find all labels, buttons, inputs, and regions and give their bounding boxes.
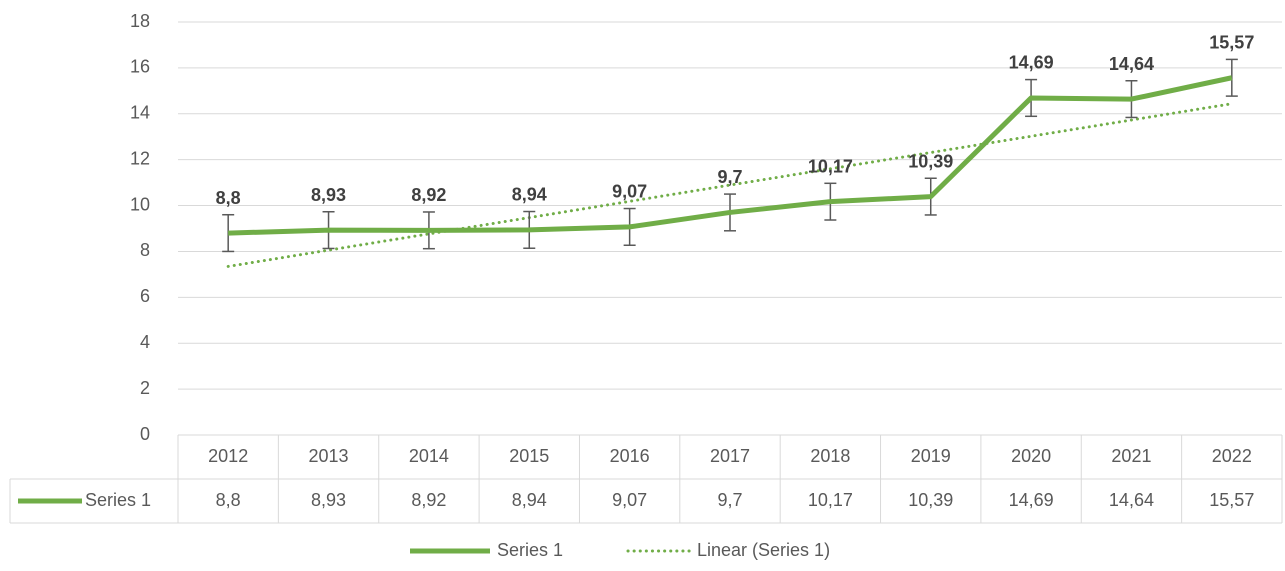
y-tick-label: 12 — [130, 148, 150, 168]
data-label: 10,39 — [908, 151, 953, 171]
table-series-name: Series 1 — [85, 490, 151, 510]
data-label: 8,92 — [411, 185, 446, 205]
data-label: 15,57 — [1209, 33, 1254, 53]
x-tick-label: 2020 — [1011, 446, 1051, 466]
x-tick-label: 2016 — [610, 446, 650, 466]
y-tick-label: 8 — [140, 240, 150, 260]
series-line — [228, 75, 1233, 236]
data-label: 14,64 — [1109, 54, 1154, 74]
table-value: 14,64 — [1109, 490, 1154, 510]
data-label: 9,07 — [612, 182, 647, 202]
data-label: 8,93 — [311, 185, 346, 205]
table-value: 9,7 — [717, 490, 742, 510]
x-tick-label: 2021 — [1111, 446, 1151, 466]
table-value: 10,39 — [908, 490, 953, 510]
y-tick-label: 18 — [130, 11, 150, 31]
y-tick-label: 6 — [140, 286, 150, 306]
table-value: 8,94 — [512, 490, 547, 510]
data-label: 8,8 — [216, 188, 241, 208]
y-tick-label: 0 — [140, 424, 150, 444]
trendline — [226, 102, 1234, 268]
table-value: 8,8 — [216, 490, 241, 510]
table-value: 9,07 — [612, 490, 647, 510]
y-tick-label: 16 — [130, 57, 150, 77]
table-value: 8,93 — [311, 490, 346, 510]
y-tick-label: 4 — [140, 332, 150, 352]
x-tick-label: 2015 — [509, 446, 549, 466]
y-tick-label: 14 — [130, 103, 150, 123]
error-bar — [222, 213, 235, 253]
x-tick-label: 2017 — [710, 446, 750, 466]
y-tick-label: 2 — [140, 378, 150, 398]
y-tick-label: 10 — [130, 194, 150, 214]
x-tick-label: 2018 — [810, 446, 850, 466]
x-tick-label: 2013 — [309, 446, 349, 466]
x-tick-label: 2012 — [208, 446, 248, 466]
legend-label: Linear (Series 1) — [697, 540, 830, 560]
x-tick-label: 2022 — [1212, 446, 1252, 466]
data-label: 14,69 — [1009, 53, 1054, 73]
table-value: 10,17 — [808, 490, 853, 510]
x-tick-label: 2014 — [409, 446, 449, 466]
data-label: 8,94 — [512, 185, 547, 205]
x-tick-label: 2019 — [911, 446, 951, 466]
table-value: 8,92 — [411, 490, 446, 510]
data-label: 9,7 — [717, 167, 742, 187]
table-value: 15,57 — [1209, 490, 1254, 510]
data-label: 10,17 — [808, 156, 853, 176]
legend-label: Series 1 — [497, 540, 563, 560]
table-value: 14,69 — [1009, 490, 1054, 510]
